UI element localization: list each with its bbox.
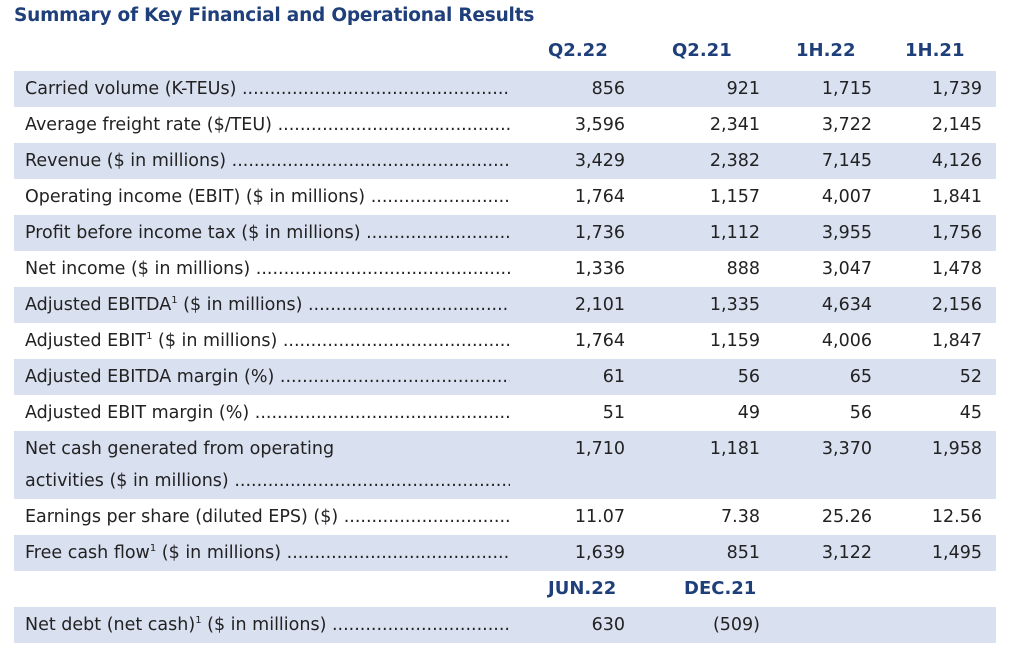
- table-cell-value: 1,847: [931, 331, 982, 351]
- table-cell-value: 56: [849, 403, 872, 423]
- row-label: Adjusted EBIT1 ($ in millions): [25, 325, 510, 357]
- table-cell-value: 1,181: [709, 439, 760, 459]
- table-cell-value: 3,955: [821, 223, 872, 243]
- table-row: Earnings per share (diluted EPS) ($) 11.0…: [14, 499, 996, 535]
- table-cell-value: 1,739: [931, 79, 982, 99]
- table-row: Revenue ($ in millions) 3,429 2,382 7,145 4,…: [14, 143, 996, 179]
- table-row: Free cash flow1 ($ in millions) 1,639 851 3…: [14, 535, 996, 571]
- table-cell-value: 1,112: [709, 223, 760, 243]
- table-cell-value: 1,336: [574, 259, 625, 279]
- table-cell-value: 1,495: [931, 543, 982, 563]
- table-cell-value: 2,382: [709, 151, 760, 171]
- table-cell-value: 7.38: [721, 507, 760, 527]
- table-cell-value: 51: [602, 403, 625, 423]
- row-label: Average freight rate ($/TEU): [25, 109, 510, 141]
- table-cell-value: 56: [737, 367, 760, 387]
- table-cell-value: 1,756: [931, 223, 982, 243]
- table-row: Carried volume (K-TEUs) 856 921 1,715 1,739: [14, 71, 996, 107]
- table-row: Adjusted EBIT margin (%) 51 49 56 45: [14, 395, 996, 431]
- table-row: Adjusted EBITDA1 ($ in millions) 2,101 1,3…: [14, 287, 996, 323]
- table-row: Profit before income tax ($ in millions)…: [14, 215, 996, 251]
- table-row: Operating income (EBIT) ($ in millions) 1…: [14, 179, 996, 215]
- table-cell-value: 2,156: [931, 295, 982, 315]
- table-row: Adjusted EBITDA margin (%) 61 56 65 52: [14, 359, 996, 395]
- table-cell-value: 2,145: [931, 115, 982, 135]
- table-cell-value: 1,478: [931, 259, 982, 279]
- table-cell-value: 4,006: [821, 331, 872, 351]
- row-label: Free cash flow1 ($ in millions): [25, 537, 510, 569]
- table-cell-value: 3,370: [821, 439, 872, 459]
- table-cell-value: 1,710: [574, 439, 625, 459]
- table-cell-value: 7,145: [821, 151, 872, 171]
- table-cell-value: 1,157: [709, 187, 760, 207]
- table-cell-value: 61: [602, 367, 625, 387]
- row-label: Operating income (EBIT) ($ in millions): [25, 181, 510, 213]
- table-cell-value: 3,122: [821, 543, 872, 563]
- table-cell-value: 3,722: [821, 115, 872, 135]
- table-cell-value: 1,764: [574, 331, 625, 351]
- table-cell-value: 1,736: [574, 223, 625, 243]
- table-row: Net income ($ in millions) 1,336 888 3,047 1…: [14, 251, 996, 287]
- table-row-net-debt: Net debt (net cash)1 ($ in millions) 630…: [14, 607, 996, 643]
- table-cell-value: 2,101: [574, 295, 625, 315]
- col-header-q2-22: Q2.22: [548, 40, 608, 61]
- page-title: Summary of Key Financial and Operational…: [14, 5, 535, 26]
- table-cell-value: 4,126: [931, 151, 982, 171]
- table-cell-value: 2,341: [709, 115, 760, 135]
- table-cell-value: 4,007: [821, 187, 872, 207]
- table-cell-value: 11.07: [574, 507, 625, 527]
- col-header-jun-22: JUN.22: [548, 578, 617, 599]
- table-cell-value: 4,634: [821, 295, 872, 315]
- table-cell-value: 1,335: [709, 295, 760, 315]
- row-label: Adjusted EBIT margin (%): [25, 397, 510, 429]
- table-cell-value: 25.26: [821, 507, 872, 527]
- table-cell-value: 1,715: [821, 79, 872, 99]
- table-row: Adjusted EBIT1 ($ in millions) 1,764 1,159…: [14, 323, 996, 359]
- col-header-1h-21: 1H.21: [905, 40, 965, 61]
- row-label: Revenue ($ in millions): [25, 145, 510, 177]
- table-cell-value: 856: [591, 79, 625, 99]
- table-row: Net cash generated from operating activit…: [14, 431, 996, 499]
- table-cell-value: 921: [726, 79, 760, 99]
- row-label: Net income ($ in millions): [25, 253, 510, 285]
- table-row: Average freight rate ($/TEU) 3,596 2,341 3,…: [14, 107, 996, 143]
- table-cell-value: 49: [737, 403, 760, 423]
- row-label: Carried volume (K-TEUs): [25, 73, 510, 105]
- table-cell-value: 888: [726, 259, 760, 279]
- col-header-q2-21: Q2.21: [672, 40, 732, 61]
- row-label: Earnings per share (diluted EPS) ($): [25, 501, 510, 533]
- row-label: Profit before income tax ($ in millions): [25, 217, 510, 249]
- table-cell-value: 52: [959, 367, 982, 387]
- table-cell-value: 45: [959, 403, 982, 423]
- table-cell-value: 630: [591, 615, 625, 635]
- table-cell-value: 3,047: [821, 259, 872, 279]
- table-cell-value: 1,958: [931, 439, 982, 459]
- row-label: Net debt (net cash)1 ($ in millions): [25, 609, 510, 641]
- table-cell-value: 3,429: [574, 151, 625, 171]
- table-cell-value: 3,596: [574, 115, 625, 135]
- table-cell-value: 1,639: [574, 543, 625, 563]
- table-cell-value: (509): [712, 615, 760, 635]
- table-cell-value: 1,764: [574, 187, 625, 207]
- row-label: Adjusted EBITDA margin (%): [25, 361, 510, 393]
- row-label: Adjusted EBITDA1 ($ in millions): [25, 289, 510, 321]
- table-cell-value: 851: [726, 543, 760, 563]
- table-cell-value: 12.56: [931, 507, 982, 527]
- table-cell-value: 65: [849, 367, 872, 387]
- col-header-dec-21: DEC.21: [684, 578, 757, 599]
- row-label: Net cash generated from operating activit…: [25, 433, 510, 497]
- table-cell-value: 1,841: [931, 187, 982, 207]
- table-cell-value: 1,159: [709, 331, 760, 351]
- col-header-1h-22: 1H.22: [796, 40, 856, 61]
